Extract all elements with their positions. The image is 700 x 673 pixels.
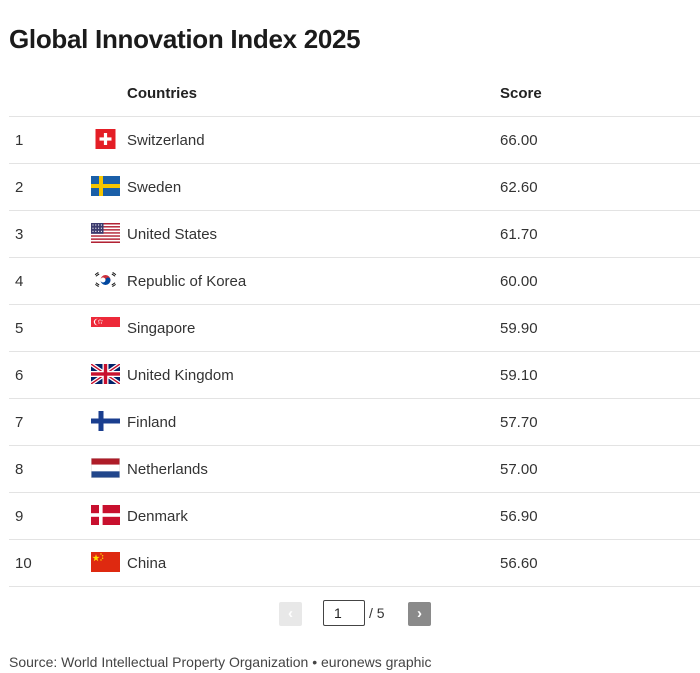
country-cell: Finland (127, 414, 177, 431)
column-header-score: Score (500, 85, 542, 102)
rank-cell: 7 (15, 414, 24, 431)
page-number-input[interactable] (323, 600, 365, 626)
singapore-flag-icon (91, 317, 120, 337)
score-cell: 61.70 (500, 226, 538, 243)
table-row: 10 China 56.60 (9, 540, 700, 587)
country-cell: United Kingdom (127, 367, 234, 384)
score-cell: 66.00 (500, 132, 538, 149)
rank-cell: 5 (15, 320, 24, 337)
source-note: Source: World Intellectual Property Orga… (9, 654, 432, 670)
country-cell: China (127, 555, 167, 572)
finland-flag-icon (91, 411, 120, 431)
country-cell: United States (127, 226, 218, 243)
table-row: 1 Switzerland 66.00 (9, 117, 700, 164)
sweden-flag-icon (91, 176, 120, 196)
table-header: Countries Score (9, 74, 700, 117)
score-cell: 56.90 (500, 508, 538, 525)
rank-cell: 9 (15, 508, 24, 525)
page-title: Global Innovation Index 2025 (9, 24, 361, 54)
score-cell: 60.00 (500, 273, 538, 290)
denmark-flag-icon (91, 505, 120, 525)
previous-page-button[interactable]: ‹ (279, 602, 302, 626)
score-cell: 57.70 (500, 414, 538, 431)
column-header-countries: Countries (127, 85, 198, 102)
rank-cell: 10 (15, 555, 32, 572)
table-row: 7 Finland 57.70 (9, 399, 700, 446)
united-states-flag-icon (91, 223, 120, 243)
rank-cell: 8 (15, 461, 24, 478)
table-row: 2 Sweden 62.60 (9, 164, 700, 211)
country-cell: Singapore (127, 320, 196, 337)
table-row: 5 Singapore 59.90 (9, 305, 700, 352)
score-cell: 59.90 (500, 320, 538, 337)
ranking-table-body: 1 Switzerland 66.00 2 Sweden 62.60 3 United Sta… (9, 117, 700, 587)
china-flag-icon (91, 552, 120, 572)
score-cell: 59.10 (500, 367, 538, 384)
country-cell: Denmark (127, 508, 188, 525)
country-cell: Netherlands (127, 461, 208, 478)
score-cell: 56.60 (500, 555, 538, 572)
table-row: 6 United Kingdom 59.10 (9, 352, 700, 399)
rank-cell: 4 (15, 273, 24, 290)
next-page-button[interactable]: › (408, 602, 431, 626)
table-row: 9 Denmark 56.90 (9, 493, 700, 540)
table-row: 3 United States 61.70 (9, 211, 700, 258)
score-cell: 62.60 (500, 179, 538, 196)
netherlands-flag-icon (91, 458, 120, 478)
switzerland-flag-icon (91, 129, 120, 149)
country-cell: Sweden (127, 179, 182, 196)
country-cell: Switzerland (127, 132, 205, 149)
rank-cell: 2 (15, 179, 24, 196)
rank-cell: 3 (15, 226, 24, 243)
table-row: 4 Republic of Korea 60.00 (9, 258, 700, 305)
page-total-label: / 5 (369, 605, 385, 621)
rank-cell: 6 (15, 367, 24, 384)
united-kingdom-flag-icon (91, 364, 120, 384)
rank-cell: 1 (15, 132, 24, 149)
country-cell: Republic of Korea (127, 273, 247, 290)
south-korea-flag-icon (91, 270, 120, 290)
score-cell: 57.00 (500, 461, 538, 478)
pagination: ‹ / 5 › (0, 600, 700, 628)
table-row: 8 Netherlands 57.00 (9, 446, 700, 493)
